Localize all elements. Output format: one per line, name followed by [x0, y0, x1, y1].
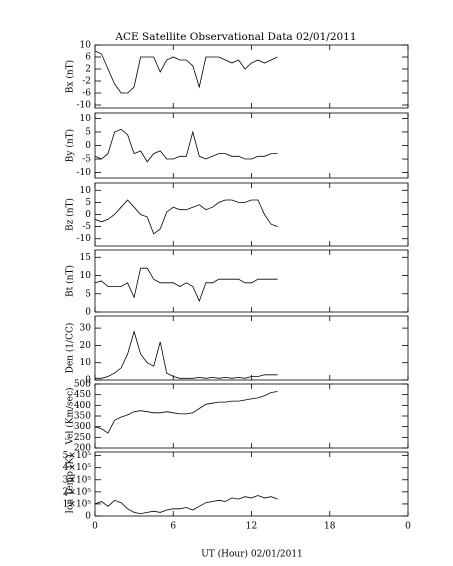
y-axis-label: Bx (nT) — [65, 60, 76, 93]
y-tick-label: 10 — [80, 186, 92, 196]
data-line — [94, 199, 278, 235]
panel-frame — [94, 44, 409, 109]
data-line — [94, 391, 278, 434]
y-axis-label: By (nT) — [65, 129, 76, 162]
y-axis-label: Den (1/CC) — [65, 323, 76, 374]
data-line — [94, 50, 278, 94]
y-tick-label: 0 — [85, 141, 91, 151]
x-tick-label: 0 — [405, 522, 411, 532]
x-tick-label: 0 — [92, 522, 98, 532]
y-tick-label: -10 — [77, 101, 92, 111]
y-tick-label: -10 — [77, 234, 92, 244]
data-line — [94, 495, 278, 515]
data-line — [94, 128, 278, 163]
y-tick-label: 6 — [85, 53, 91, 63]
y-tick-label: 5×10⁵ — [63, 451, 92, 461]
y-axis-label: Bt (nT) — [65, 265, 76, 297]
y-tick-label: -2 — [82, 77, 91, 87]
panel-frame — [94, 315, 409, 381]
y-tick-label: -10 — [77, 168, 92, 178]
y-tick-label: 2 — [85, 65, 91, 75]
y-tick-label: 10 — [80, 41, 92, 51]
y-tick-label: 10 — [80, 114, 92, 124]
y-tick-label: 0 — [85, 376, 91, 386]
y-tick-label: 20 — [80, 341, 92, 351]
y-tick-label: 0 — [85, 512, 91, 522]
chart-title: ACE Satellite Observational Data 02/01/2… — [114, 31, 356, 43]
y-axis-label: Bz (nT) — [65, 198, 76, 231]
y-tick-label: 5 — [85, 289, 91, 299]
y-tick-label: 10 — [80, 271, 92, 281]
panel-frame — [94, 182, 409, 247]
y-tick-label: 300 — [74, 422, 91, 432]
y-tick-label: 15 — [80, 253, 92, 263]
y-tick-label: 200 — [74, 444, 91, 454]
y-tick-label: 30 — [80, 324, 92, 334]
panel-frame — [94, 451, 409, 517]
y-tick-label: 450 — [74, 390, 91, 400]
y-tick-label: -5 — [82, 222, 91, 232]
x-tick-label: 12 — [246, 522, 257, 532]
x-tick-label: 6 — [170, 522, 176, 532]
y-axis-label: Ion Temp (K) — [65, 454, 76, 513]
y-tick-label: -5 — [82, 155, 91, 165]
y-tick-label: 250 — [74, 433, 91, 443]
y-tick-label: 400 — [74, 401, 91, 411]
panel-frame — [94, 249, 409, 313]
y-tick-label: 4×10⁵ — [63, 463, 92, 473]
data-line — [94, 267, 278, 303]
y-tick-label: 5 — [85, 198, 91, 208]
panel-frame — [94, 383, 409, 449]
y-tick-label: 350 — [74, 412, 91, 422]
y-tick-label: 1×10⁵ — [63, 499, 92, 509]
y-tick-label: 10 — [80, 358, 92, 368]
x-axis-label: UT (Hour) 02/01/2011 — [201, 549, 303, 560]
y-tick-label: -6 — [82, 89, 91, 99]
y-tick-label: 5 — [85, 127, 91, 137]
y-tick-label: 3×10⁵ — [63, 475, 92, 485]
data-line — [95, 330, 278, 379]
x-tick-label: 18 — [324, 522, 336, 532]
y-tick-label: 0 — [85, 210, 91, 220]
y-tick-label: 2×10⁵ — [63, 487, 92, 497]
y-axis-label: Vel (Km/sec) — [65, 387, 76, 445]
panel-frame — [94, 112, 409, 179]
y-tick-label: 0 — [85, 308, 91, 318]
y-tick-label: 500 — [74, 380, 91, 390]
